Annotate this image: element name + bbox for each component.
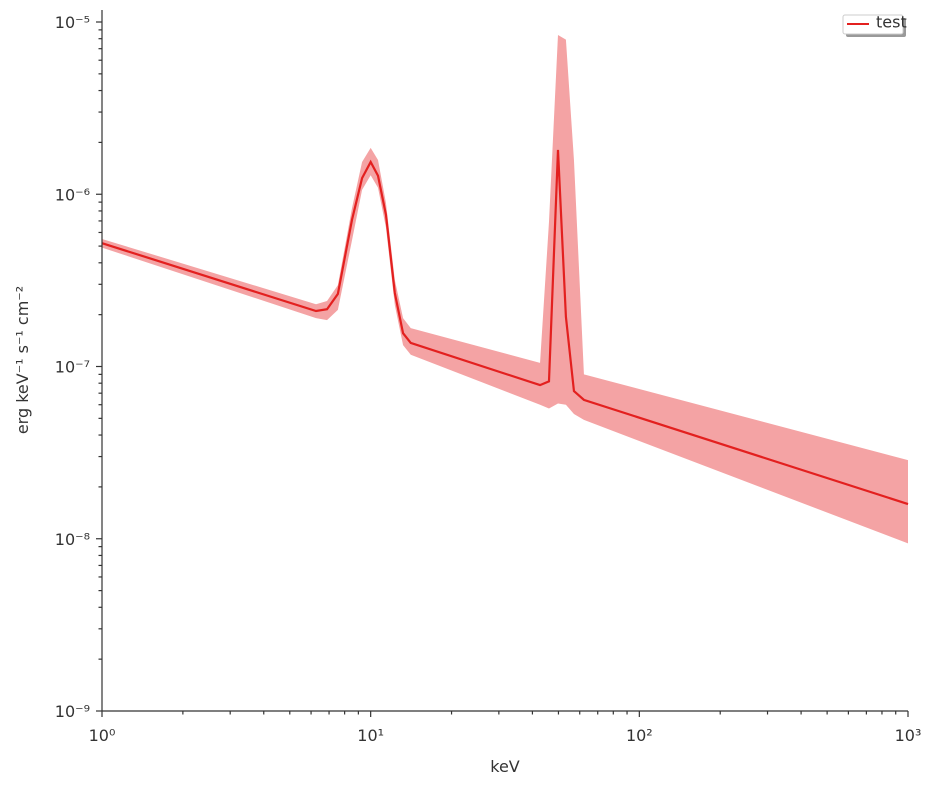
y-tick-label: 10⁻⁵ [55, 13, 90, 32]
legend-label: test [876, 13, 907, 32]
line [101, 149, 909, 506]
x-tick-label: 10³ [895, 726, 922, 745]
x-tick-label: 10⁰ [89, 726, 116, 745]
y-tick-label: 10⁻⁸ [55, 530, 90, 549]
confidence-band [102, 35, 908, 544]
y-tick-label: 10⁻⁷ [55, 358, 90, 377]
y-tick-label: 10⁻⁹ [55, 702, 90, 721]
legend-box [842, 14, 904, 35]
y-axis-label: erg keV⁻¹ s⁻¹ cm⁻² [13, 286, 32, 434]
x-tick-label: 10² [626, 726, 653, 745]
x-tick-label: 10¹ [357, 726, 384, 745]
x-axis-label: keV [490, 757, 520, 776]
y-tick-label: 10⁻⁶ [55, 185, 90, 204]
